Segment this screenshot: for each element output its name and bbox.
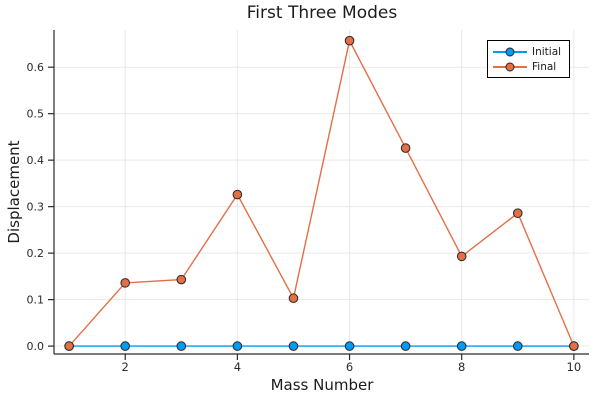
data-point-final bbox=[176, 274, 187, 285]
y-tick-label: 0.6 bbox=[27, 61, 45, 74]
x-tick-label: 8 bbox=[458, 360, 465, 374]
legend-item-final: Final bbox=[493, 60, 564, 73]
legend-item-initial: Initial bbox=[493, 45, 564, 58]
legend: Initial Final bbox=[487, 40, 570, 78]
y-tick-label: 0.1 bbox=[27, 293, 45, 306]
data-point-final bbox=[569, 341, 579, 351]
data-point-initial bbox=[288, 341, 299, 351]
series-line-final bbox=[68, 38, 575, 347]
data-point-initial bbox=[176, 341, 187, 351]
legend-marker-initial-icon bbox=[493, 46, 527, 58]
y-tick-label: 0.4 bbox=[27, 154, 45, 167]
data-point-final bbox=[512, 208, 523, 218]
x-tick-label: 2 bbox=[122, 360, 129, 374]
data-point-initial bbox=[400, 341, 411, 351]
data-point-final bbox=[400, 143, 411, 153]
data-point-final bbox=[456, 251, 467, 262]
x-tick-label: 6 bbox=[346, 360, 353, 374]
legend-label-initial: Initial bbox=[532, 45, 562, 58]
data-point-final bbox=[64, 341, 74, 351]
y-tick-label: 0.5 bbox=[27, 107, 45, 120]
data-point-initial bbox=[120, 341, 131, 351]
data-point-initial bbox=[512, 341, 523, 351]
x-axis-label: Mass Number bbox=[270, 376, 374, 394]
y-axis-label: Displacement bbox=[5, 140, 23, 244]
y-tick-label: 0.3 bbox=[27, 200, 45, 213]
data-point-initial bbox=[456, 341, 467, 351]
chart-title: First Three Modes bbox=[246, 3, 398, 23]
data-point-initial bbox=[232, 341, 243, 351]
x-tick-label: 4 bbox=[234, 360, 241, 374]
data-point-final bbox=[288, 293, 299, 304]
y-tick-label: 0.0 bbox=[27, 340, 45, 353]
data-point-final bbox=[120, 278, 131, 288]
data-point-final bbox=[344, 35, 355, 46]
data-point-initial bbox=[344, 341, 355, 351]
legend-marker-final-icon bbox=[493, 61, 527, 73]
x-tick-label: 10 bbox=[567, 360, 582, 374]
legend-label-final: Final bbox=[532, 60, 557, 73]
y-tick-label: 0.2 bbox=[27, 247, 45, 260]
data-point-final bbox=[232, 189, 243, 200]
